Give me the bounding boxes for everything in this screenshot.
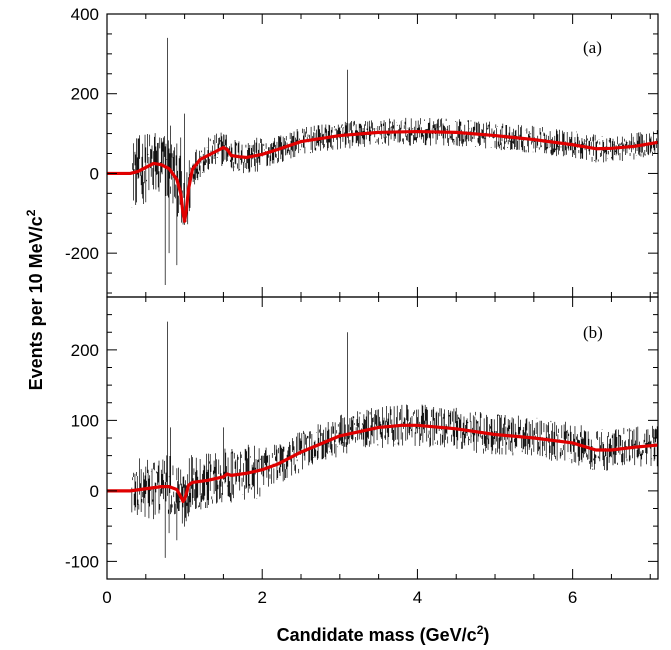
y-axis-title-sup: 2: [24, 209, 38, 216]
panel-a-y-ticks: -200 0 200 400: [65, 5, 658, 294]
panel-a-fit-curve: [107, 129, 659, 223]
x-axis-title-suffix: ): [483, 625, 489, 645]
panel-b-fit-curve: [107, 423, 659, 504]
panel-a-x-ticks: [106, 14, 651, 297]
y-tick-label: 0: [90, 164, 99, 183]
panel-b-noise-histogram: [131, 321, 659, 558]
x-tick-label: 2: [257, 588, 266, 607]
histogram-bars: [131, 321, 659, 558]
y-tick-label: 400: [71, 5, 99, 24]
x-axis-title-prefix: Candidate mass (GeV/c: [277, 625, 477, 645]
y-tick-label: 200: [71, 341, 99, 360]
x-axis-title: Candidate mass (GeV/c2): [277, 623, 490, 645]
panel-a-noise-histogram: [131, 37, 659, 286]
x-tick-label: 6: [568, 588, 577, 607]
y-tick-label: -200: [65, 244, 99, 263]
y-tick-label: 100: [71, 411, 99, 430]
panel-a-label: (a): [583, 38, 602, 57]
panel-a: -200 0 200 400 (a): [65, 5, 659, 298]
x-tick-label: 0: [102, 588, 111, 607]
histogram-bars: [131, 37, 659, 286]
panel-b-y-ticks: -100 0 100 200: [65, 296, 658, 580]
y-axis-title-prefix: Events per 10 MeV/c: [26, 216, 46, 390]
panel-b-x-ticks: 0 2 4 6: [102, 297, 651, 607]
panel-a-frame: [106, 13, 659, 298]
x-axis-title-sup: 2: [477, 623, 484, 637]
y-axis-title: Events per 10 MeV/c2: [24, 209, 46, 390]
y-tick-label: -100: [65, 552, 99, 571]
x-tick-label: 4: [413, 588, 422, 607]
y-tick-label: 200: [71, 85, 99, 104]
y-tick-label: 0: [90, 482, 99, 501]
panel-b-label: (b): [583, 323, 603, 342]
